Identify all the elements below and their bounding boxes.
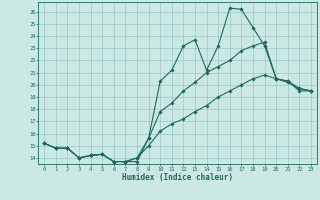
X-axis label: Humidex (Indice chaleur): Humidex (Indice chaleur) <box>122 173 233 182</box>
